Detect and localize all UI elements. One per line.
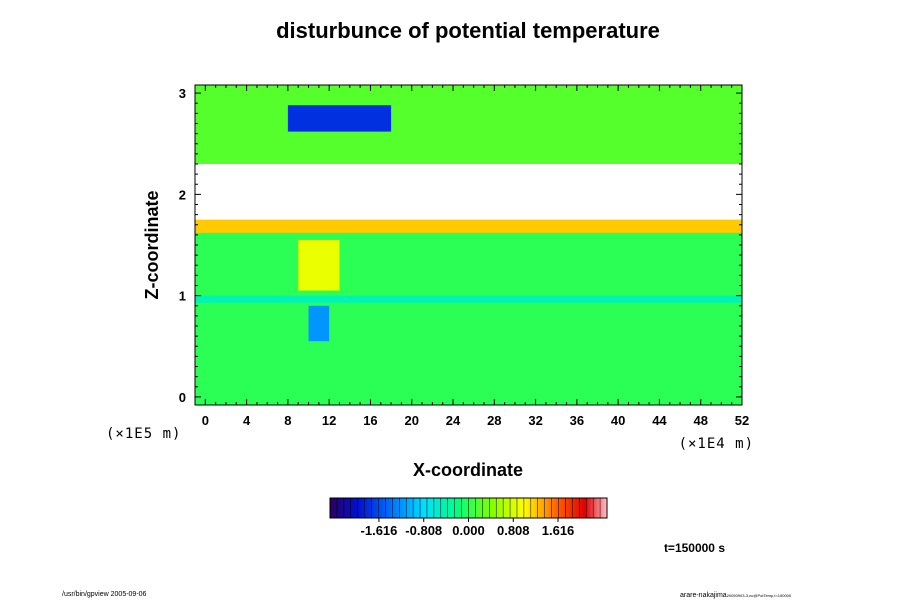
heatmap-region-3 xyxy=(195,85,742,164)
x-tick-label: 24 xyxy=(446,413,461,428)
x-axis-label: X-coordinate xyxy=(413,460,523,480)
x-tick-label: 36 xyxy=(570,413,584,428)
heatmap-region-0 xyxy=(195,295,742,303)
heatmap-region-2 xyxy=(195,163,742,220)
x-tick-label: 48 xyxy=(693,413,707,428)
footer-right-sub: 20050903-3.nc@PotTemp,t=150000 xyxy=(727,593,792,598)
chart-title: disturbunce of potential temperature xyxy=(276,18,660,43)
footer-left: /usr/bin/gpview 2005-09-06 xyxy=(62,591,147,598)
y-tick-label: 0 xyxy=(179,390,186,405)
x-tick-label: 44 xyxy=(652,413,667,428)
x-tick-label: 20 xyxy=(405,413,419,428)
y-tick-label: 1 xyxy=(179,289,186,304)
heatmap-region-4 xyxy=(287,105,392,132)
footer-right: arare-nakajima20050903-3.nc@PotTemp,t=15… xyxy=(680,592,792,599)
x-tick-label: 8 xyxy=(284,413,291,428)
y-scale-label: (×1E5 m) xyxy=(106,426,181,442)
y-tick-label: 2 xyxy=(179,187,186,202)
x-tick-label: 28 xyxy=(487,413,501,428)
y-tick-label: 3 xyxy=(179,86,186,101)
footer-right-main: arare-nakajima xyxy=(680,592,727,599)
x-tick-label: 52 xyxy=(735,413,749,428)
time-annotation: t=150000 s xyxy=(664,541,725,555)
x-tick-label: 12 xyxy=(322,413,336,428)
heatmap-region-6 xyxy=(308,305,330,342)
colorbar-tick-label: 0.000 xyxy=(452,523,485,538)
colorbar-tick-label: -0.808 xyxy=(405,523,442,538)
x-tick-label: 0 xyxy=(202,413,209,428)
heatmap-region-5 xyxy=(298,239,340,291)
x-tick-label: 16 xyxy=(363,413,377,428)
heatmap-region-1 xyxy=(195,219,742,233)
colorbar-tick-label: -1.616 xyxy=(361,523,398,538)
x-scale-label: (×1E4 m) xyxy=(679,436,754,452)
colorbar-tick-label: 0.808 xyxy=(497,523,530,538)
colorbar-tick-label: 1.616 xyxy=(542,523,575,538)
x-tick-label: 32 xyxy=(528,413,542,428)
colorbar: -1.616 -0.808 0.000 0.808 1.616 xyxy=(329,497,608,538)
plot-area xyxy=(195,85,742,405)
x-tick-label: 4 xyxy=(243,413,251,428)
x-tick-label: 40 xyxy=(611,413,625,428)
y-axis-label: Z-coordinate xyxy=(142,190,162,299)
